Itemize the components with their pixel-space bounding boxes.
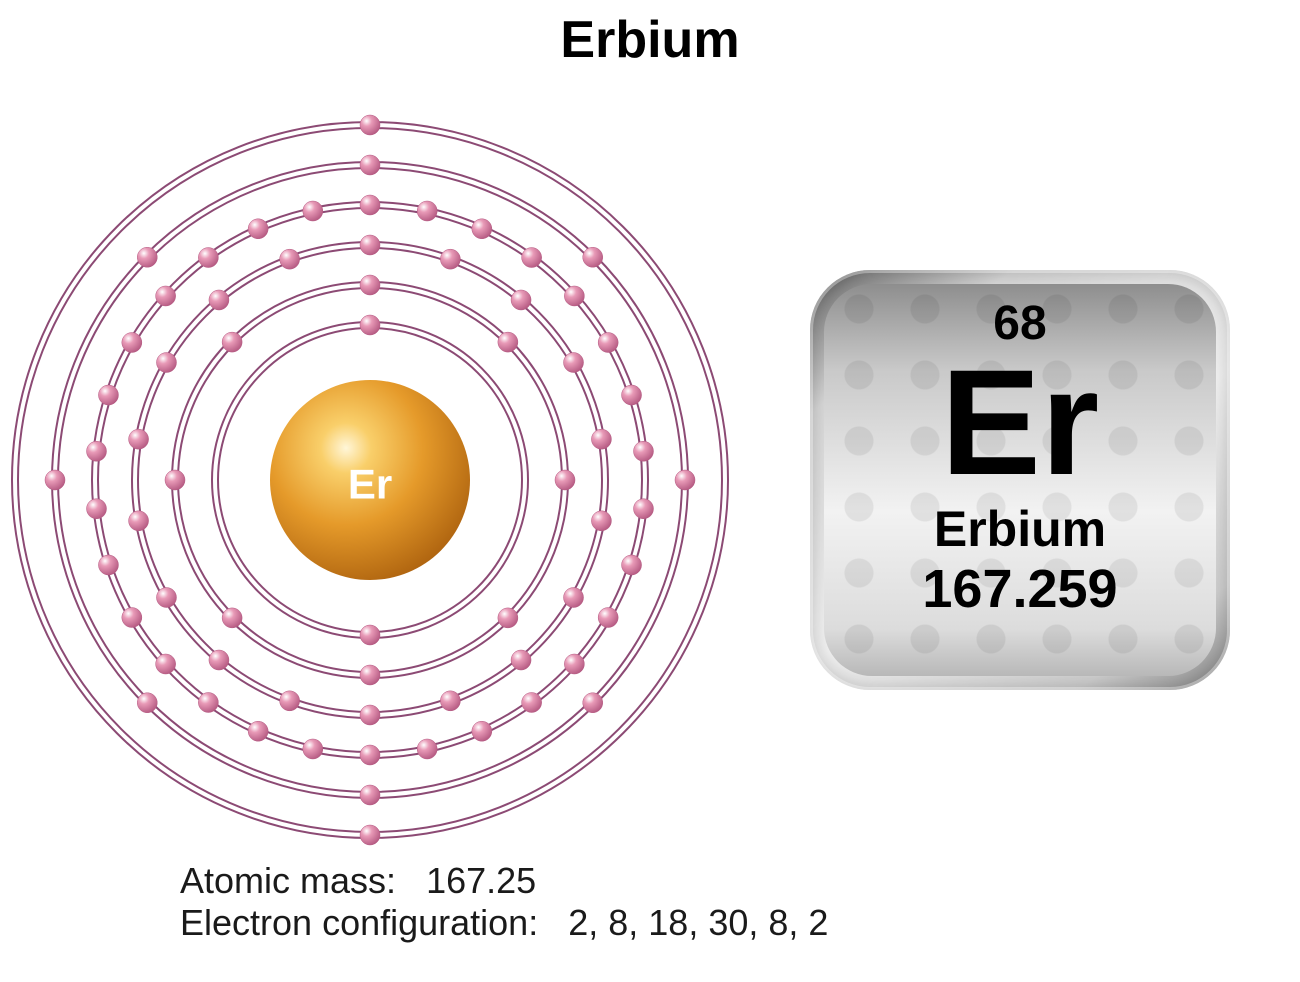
electron (248, 219, 268, 239)
electron (417, 201, 437, 221)
electron (360, 785, 380, 805)
electron (633, 499, 653, 519)
nucleus-symbol: Er (348, 461, 392, 508)
electron (440, 691, 460, 711)
electron (472, 219, 492, 239)
electron (583, 247, 603, 267)
electron (156, 588, 176, 608)
electron (45, 470, 65, 490)
electron (248, 721, 268, 741)
electron (472, 721, 492, 741)
electron (122, 608, 142, 628)
electron (137, 693, 157, 713)
electron (622, 385, 642, 405)
electron (122, 333, 142, 353)
electron (129, 429, 149, 449)
electron-config-value: 2, 8, 18, 30, 8, 2 (568, 902, 828, 943)
electron (360, 705, 380, 725)
electron (156, 654, 176, 674)
electron (564, 286, 584, 306)
electron (360, 275, 380, 295)
electron (222, 332, 242, 352)
electron (564, 654, 584, 674)
electron (129, 511, 149, 531)
electron (137, 247, 157, 267)
electron (498, 608, 518, 628)
electron (198, 248, 218, 268)
electron (360, 115, 380, 135)
electron (280, 691, 300, 711)
electron (98, 385, 118, 405)
electron (303, 201, 323, 221)
electron (209, 290, 229, 310)
atom-nucleus: Er (270, 380, 470, 580)
atom-shell-diagram: Er (0, 100, 750, 860)
electron (198, 692, 218, 712)
electron (498, 332, 518, 352)
electron (360, 155, 380, 175)
electron (555, 470, 575, 490)
electron (280, 249, 300, 269)
electron (511, 650, 531, 670)
electron (675, 470, 695, 490)
electron (440, 249, 460, 269)
tile-inner-panel: 68 Er Erbium 167.259 (824, 284, 1216, 676)
electron-config-label: Electron configuration: (180, 902, 538, 943)
electron (360, 235, 380, 255)
electron (98, 555, 118, 575)
electron (522, 692, 542, 712)
electron (360, 825, 380, 845)
atomic-mass-value: 167.25 (426, 860, 536, 901)
electron (360, 745, 380, 765)
element-symbol: Er (941, 351, 1099, 494)
element-name: Erbium (934, 500, 1106, 558)
electron (622, 555, 642, 575)
electron (511, 290, 531, 310)
electron (360, 625, 380, 645)
electron-config-line: Electron configuration: 2, 8, 18, 30, 8,… (180, 902, 828, 944)
electron (156, 353, 176, 373)
page-title: Erbium (0, 10, 1300, 70)
atomic-mass-line: Atomic mass: 167.25 (180, 860, 828, 902)
electron (360, 665, 380, 685)
periodic-tile: 68 Er Erbium 167.259 (810, 270, 1230, 690)
atomic-mass-label: Atomic mass: (180, 860, 396, 901)
element-info: Atomic mass: 167.25 Electron configurati… (180, 860, 828, 944)
tile-text-block: 68 Er Erbium 167.259 (824, 284, 1216, 676)
electron (303, 739, 323, 759)
electron (87, 499, 107, 519)
electron (417, 739, 437, 759)
electron (598, 333, 618, 353)
electron (633, 441, 653, 461)
electron (156, 286, 176, 306)
electron (564, 353, 584, 373)
atomic-mass: 167.259 (922, 558, 1117, 620)
electron (209, 650, 229, 670)
electron (564, 588, 584, 608)
electron (360, 195, 380, 215)
electron (360, 315, 380, 335)
electron (598, 608, 618, 628)
electron (522, 248, 542, 268)
electron (591, 511, 611, 531)
electron (165, 470, 185, 490)
electron (591, 429, 611, 449)
electron (87, 441, 107, 461)
title-text: Erbium (560, 11, 739, 69)
electron (583, 693, 603, 713)
electron (222, 608, 242, 628)
